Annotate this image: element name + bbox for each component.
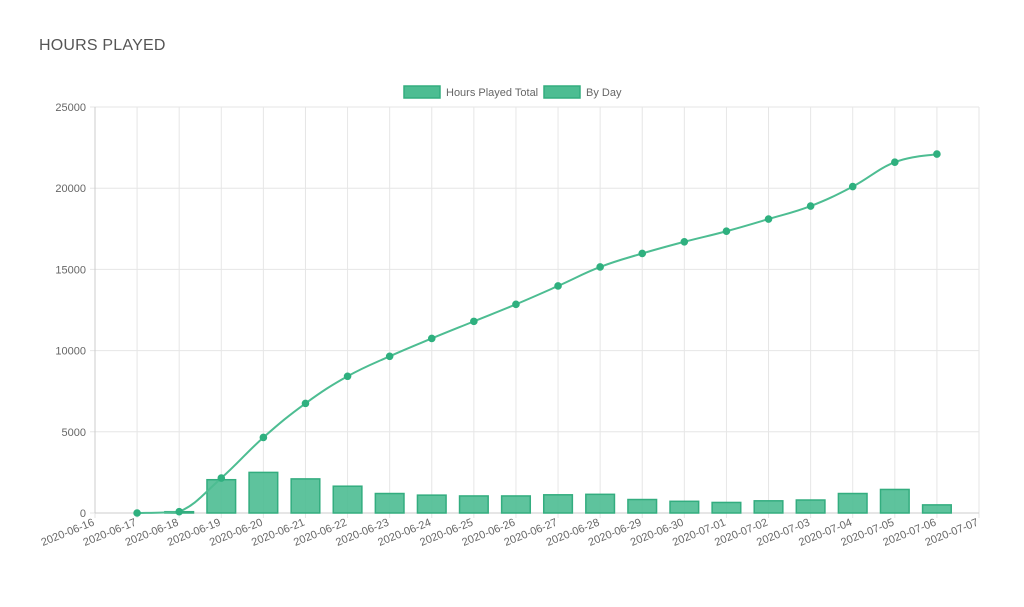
by-day-bar xyxy=(585,493,616,514)
grid-lines xyxy=(90,106,980,518)
y-tick-label: 10000 xyxy=(55,346,86,358)
by-day-bar xyxy=(879,488,910,514)
y-tick-label: 0 xyxy=(80,508,86,520)
y-tick-label: 20000 xyxy=(55,183,86,195)
hours-played-total-point xyxy=(175,507,183,516)
hours-played-total-series-line xyxy=(137,153,938,514)
y-tick-label: 15000 xyxy=(55,264,86,276)
hours-played-total-point xyxy=(638,249,647,258)
y-tick-label: 25000 xyxy=(55,102,86,114)
by-day-bar xyxy=(332,485,363,514)
tick-labels: 05000100001500020000250002020-06-162020-… xyxy=(39,102,980,549)
legend-label: Hours Played Total xyxy=(446,87,538,99)
axes xyxy=(94,107,979,514)
legend-swatch xyxy=(403,85,441,99)
hours-played-total-point xyxy=(764,215,773,223)
legend: Hours Played Total By Day xyxy=(403,85,622,99)
hours-played-total-point xyxy=(554,282,562,290)
by-day-bar xyxy=(837,492,868,514)
by-day-bar xyxy=(500,495,532,514)
by-day-bar xyxy=(753,500,784,514)
by-day-bar xyxy=(795,499,826,514)
by-day-bars xyxy=(164,471,952,514)
hours-played-total-point xyxy=(680,237,689,246)
hours-played-total-point xyxy=(512,300,520,309)
hours-played-total-point xyxy=(470,317,478,326)
hours-played-total-point xyxy=(933,150,941,158)
legend-swatch xyxy=(543,85,581,99)
hours-played-total-points xyxy=(133,150,941,517)
y-tick-label: 5000 xyxy=(62,427,86,439)
hours-played-total-point xyxy=(848,182,857,191)
hours-played-total-point xyxy=(596,263,604,271)
by-day-bar xyxy=(627,498,658,514)
hours-played-total-point xyxy=(217,474,226,482)
by-day-bar xyxy=(206,478,237,514)
by-day-bar xyxy=(248,471,279,514)
legend-item-by-day[interactable]: By Day xyxy=(543,85,622,99)
by-day-bar xyxy=(374,492,405,514)
by-day-bar xyxy=(921,504,952,514)
hours-played-total-point xyxy=(806,202,815,210)
hours-played-total-point xyxy=(343,372,352,381)
hours-played-total-line xyxy=(137,153,938,514)
legend-item-hours-played-total[interactable]: Hours Played Total xyxy=(403,85,538,99)
by-day-bar xyxy=(290,478,321,514)
by-day-bar xyxy=(669,500,700,514)
hours-played-total-point xyxy=(385,352,394,361)
hours-played-total-point xyxy=(722,227,731,236)
hours-played-total-point xyxy=(891,158,899,167)
legend-label: By Day xyxy=(586,87,622,99)
hours-played-total-point xyxy=(259,433,268,442)
hours-played-total-point xyxy=(427,334,436,343)
hours-played-total-point xyxy=(133,509,141,517)
by-day-bar xyxy=(542,494,574,514)
by-day-bar xyxy=(711,501,742,514)
by-day-bar xyxy=(458,495,489,514)
by-day-bar xyxy=(416,494,447,514)
page-title: HOURS PLAYED xyxy=(39,37,166,54)
hours-played-total-point xyxy=(301,399,310,408)
